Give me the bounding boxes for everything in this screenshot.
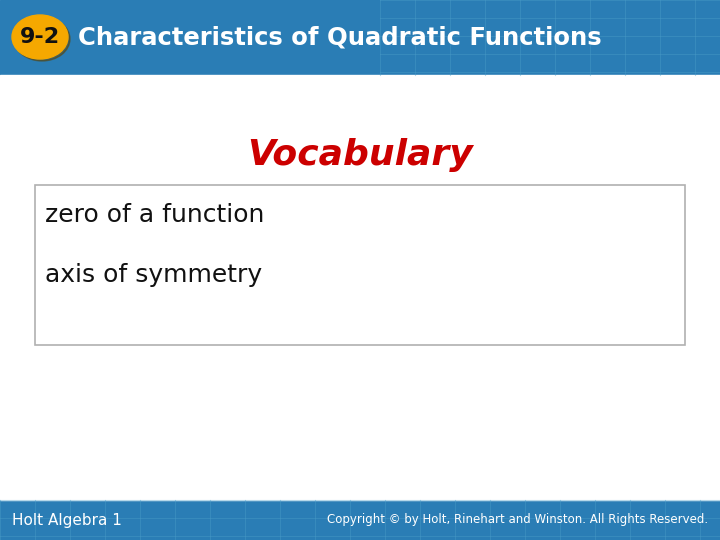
Bar <box>0 500 720 540</box>
Text: Characteristics of Quadratic Functions: Characteristics of Quadratic Functions <box>78 25 602 50</box>
Text: zero of a function: zero of a function <box>45 203 264 227</box>
Ellipse shape <box>12 15 68 59</box>
Text: Vocabulary: Vocabulary <box>247 138 473 172</box>
Ellipse shape <box>14 17 70 61</box>
Text: Holt Algebra 1: Holt Algebra 1 <box>12 512 122 528</box>
Bar <box>35 185 685 345</box>
Bar <box>0 75 720 500</box>
Text: 9-2: 9-2 <box>20 27 60 47</box>
Bar <box>0 0 720 75</box>
Text: axis of symmetry: axis of symmetry <box>45 263 262 287</box>
Text: Copyright © by Holt, Rinehart and Winston. All Rights Reserved.: Copyright © by Holt, Rinehart and Winsto… <box>327 514 708 526</box>
